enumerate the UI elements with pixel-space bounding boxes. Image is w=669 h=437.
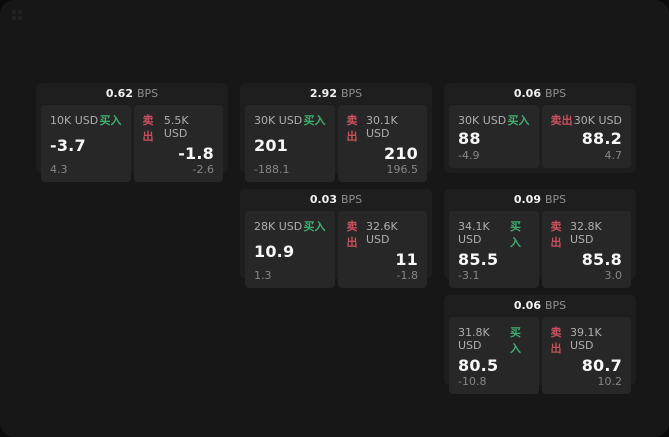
buy-panel[interactable]: 31.8K USD 买入 80.5 -10.8 — [449, 317, 539, 394]
buy-sub-value: -188.1 — [254, 163, 290, 176]
buy-sub-value: -3.1 — [458, 269, 480, 282]
bps-unit: BPS — [340, 193, 363, 206]
sell-price: 88.2 — [581, 129, 622, 148]
quote-card: 0.09 BPS 34.1K USD 买入 85.5 -3.1 卖出 32.8K… — [444, 189, 636, 288]
sell-price: 85.8 — [581, 250, 622, 269]
buy-side-label: 买入 — [303, 114, 326, 127]
sell-price: 11 — [395, 250, 418, 269]
sell-panel[interactable]: 卖出 5.5K USD -1.8 -2.6 — [133, 105, 223, 182]
buy-panel[interactable]: 34.1K USD 买入 85.5 -3.1 — [449, 211, 539, 288]
buy-size-label: 28K USD — [254, 220, 303, 233]
sell-size-label: 32.6K USD — [365, 220, 398, 246]
bps-unit: BPS — [340, 87, 363, 100]
buy-panel[interactable]: 30K USD 买入 201 -188.1 — [245, 105, 335, 182]
sell-size-label: 30K USD — [573, 114, 622, 127]
buy-sub-value: 1.3 — [254, 269, 272, 282]
sell-size-label: 5.5K USD — [163, 114, 189, 140]
sell-side-label: 卖出 — [346, 220, 358, 249]
sell-side-label: 卖出 — [550, 326, 562, 355]
sell-price: -1.8 — [178, 144, 214, 163]
quote-card: 0.62 BPS 10K USD 买入 -3.7 4.3 卖出 5.5K USD — [36, 83, 228, 182]
sell-sub-value: 10.2 — [597, 375, 623, 388]
buy-size-label: 31.8K USD — [458, 326, 490, 352]
buy-sub-value: -10.8 — [458, 375, 487, 388]
buy-price: -3.7 — [50, 136, 86, 155]
bps-header: 2.92 BPS — [245, 83, 427, 105]
bps-value: 0.62 — [105, 87, 133, 100]
buy-price: 88 — [458, 129, 481, 148]
buy-panel[interactable]: 10K USD 买入 -3.7 4.3 — [41, 105, 131, 182]
quote-card: 2.92 BPS 30K USD 买入 201 -188.1 卖出 30.1K … — [240, 83, 432, 182]
bps-unit: BPS — [544, 193, 567, 206]
bps-header: 0.06 BPS — [449, 83, 631, 105]
bps-unit: BPS — [544, 299, 567, 312]
sell-sub-value: 3.0 — [604, 269, 623, 282]
sell-sub-value: -1.8 — [396, 269, 418, 282]
buy-side-label: 买入 — [507, 114, 530, 127]
buy-side-label: 买入 — [99, 114, 122, 127]
sell-panel[interactable]: 卖出 32.6K USD 11 -1.8 — [337, 211, 427, 288]
sell-panel[interactable]: 卖出 30.1K USD 210 196.5 — [337, 105, 427, 182]
buy-price: 201 — [254, 136, 288, 155]
bps-header: 0.09 BPS — [449, 189, 631, 211]
bps-header: 0.62 BPS — [41, 83, 223, 105]
bps-value: 0.06 — [513, 299, 541, 312]
buy-side-label: 买入 — [303, 220, 326, 233]
sell-sub-value: -2.6 — [192, 163, 214, 176]
buy-sub-value: 4.3 — [50, 163, 68, 176]
sell-sub-value: 4.7 — [604, 149, 623, 162]
bps-unit: BPS — [544, 87, 567, 100]
sell-price: 210 — [384, 144, 418, 163]
buy-price: 10.9 — [254, 242, 295, 261]
sell-sub-value: 196.5 — [386, 163, 419, 176]
quote-card: 0.03 BPS 28K USD 买入 10.9 1.3 卖出 32.6K US… — [240, 189, 432, 288]
bps-value: 0.03 — [309, 193, 337, 206]
buy-size-label: 34.1K USD — [458, 220, 490, 246]
sell-size-label: 30.1K USD — [365, 114, 398, 140]
bps-unit: BPS — [136, 87, 159, 100]
sell-size-label: 32.8K USD — [569, 220, 602, 246]
sell-side-label: 卖出 — [346, 114, 358, 143]
buy-panel[interactable]: 28K USD 买入 10.9 1.3 — [245, 211, 335, 288]
buy-sub-value: -4.9 — [458, 149, 480, 162]
bps-value: 0.06 — [513, 87, 541, 100]
buy-panel[interactable]: 30K USD 买入 88 -4.9 — [449, 105, 539, 168]
sell-panel[interactable]: 卖出 39.1K USD 80.7 10.2 — [541, 317, 631, 394]
quote-card: 0.06 BPS 31.8K USD 买入 80.5 -10.8 卖出 39.1… — [444, 295, 636, 394]
buy-size-label: 30K USD — [458, 114, 507, 127]
sell-side-label: 卖出 — [550, 220, 562, 249]
sell-panel[interactable]: 卖出 32.8K USD 85.8 3.0 — [541, 211, 631, 288]
sell-side-label: 卖出 — [142, 114, 154, 143]
app-grid-icon — [12, 10, 23, 21]
bps-value: 2.92 — [309, 87, 337, 100]
sell-size-label: 39.1K USD — [569, 326, 602, 352]
quote-card: 0.06 BPS 30K USD 买入 88 -4.9 卖出 30K USD — [444, 83, 636, 173]
bps-value: 0.09 — [513, 193, 541, 206]
sell-side-label: 卖出 — [550, 114, 573, 127]
buy-side-label: 买入 — [510, 220, 522, 249]
buy-price: 80.5 — [458, 356, 499, 375]
buy-side-label: 买入 — [510, 326, 522, 355]
buy-size-label: 10K USD — [50, 114, 99, 127]
buy-size-label: 30K USD — [254, 114, 303, 127]
bps-header: 0.03 BPS — [245, 189, 427, 211]
buy-price: 85.5 — [458, 250, 499, 269]
quote-board: 0.62 BPS 10K USD 买入 -3.7 4.3 卖出 5.5K USD — [36, 83, 636, 394]
sell-price: 80.7 — [581, 356, 622, 375]
sell-panel[interactable]: 卖出 30K USD 88.2 4.7 — [541, 105, 631, 168]
bps-header: 0.06 BPS — [449, 295, 631, 317]
